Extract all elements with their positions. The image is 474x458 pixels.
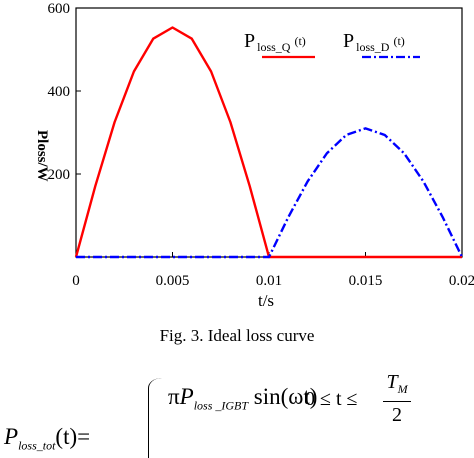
series-line-loss-q	[76, 28, 462, 258]
x-tick-label: 0	[72, 273, 80, 289]
x-axis-label: t/s	[258, 291, 274, 310]
x-tick-label: 0.02	[449, 273, 474, 289]
equation-lhs: Ploss_tot(t)=	[4, 424, 90, 454]
equation-condition1: 0 ≤ t ≤	[305, 388, 358, 411]
x-tick-label: 0.01	[256, 273, 282, 289]
y-tick-label: 400	[48, 84, 71, 100]
equation-brace	[148, 378, 163, 458]
figure-caption: Fig. 3. Ideal loss curve	[0, 326, 474, 346]
y-axis-label: Ploss/W	[34, 130, 50, 182]
equation-case1: πPloss _IGBT sin(ωt)	[168, 384, 317, 414]
series-line-loss-d	[76, 128, 462, 257]
chart-series	[76, 28, 462, 258]
x-tick-label: 0.005	[156, 273, 190, 289]
x-tick-label: 0.015	[349, 273, 383, 289]
equation-condition1-fraction: TM 2	[383, 370, 411, 428]
y-tick-label: 600	[48, 1, 71, 17]
